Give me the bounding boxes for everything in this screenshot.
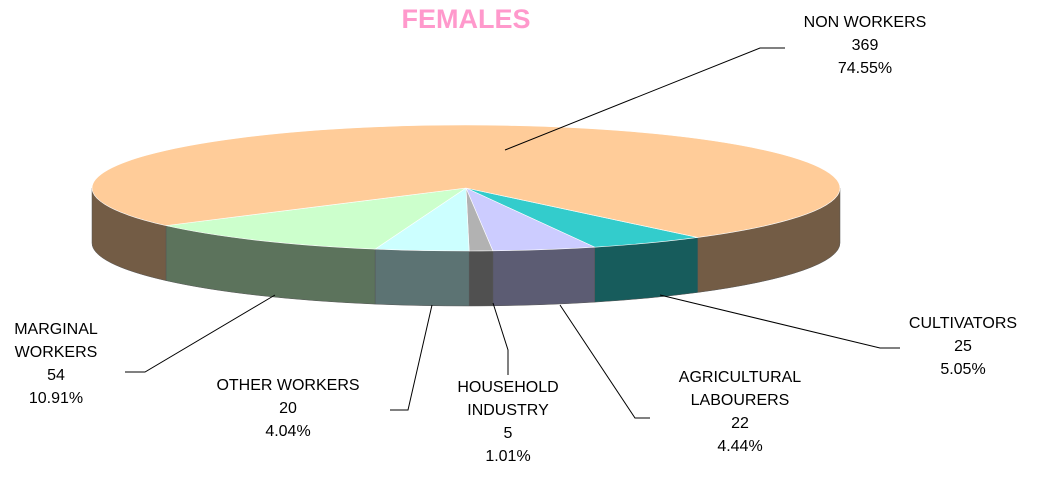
leader-line (125, 294, 276, 373)
value-label: 54 (47, 367, 65, 384)
leader-line (390, 304, 433, 411)
category-label: MARGINAL WORKERS (14, 321, 98, 361)
chart-title: FEMALES (401, 4, 531, 34)
leader-line (659, 294, 900, 349)
slice-label: CULTIVATORS 25 5.05% (883, 312, 1043, 381)
category-label: NON WORKERS (803, 14, 927, 31)
slice-label: MARGINAL WORKERS 54 10.91% (6, 318, 106, 410)
percentage-label: 5.05% (940, 361, 986, 378)
category-label: CULTIVATORS (908, 315, 1018, 332)
value-label: 22 (731, 415, 749, 432)
value-label: 20 (279, 400, 297, 417)
category-label: HOUSEHOLD INDUSTRY (457, 379, 559, 419)
category-label: AGRICULTURAL LABOURERS (678, 369, 802, 409)
slice-side (492, 246, 595, 307)
leader-line (492, 302, 509, 375)
slice-label: AGRICULTURAL LABOURERS 22 4.44% (655, 366, 825, 458)
percentage-label: 74.55% (837, 60, 893, 77)
leader-line (504, 47, 785, 151)
slice-label: OTHER WORKERS 20 4.04% (178, 374, 398, 443)
slice (91, 124, 841, 238)
slice (165, 187, 467, 250)
slice-label: HOUSEHOLD INDUSTRY 5 1.01% (438, 376, 578, 468)
value-label: 25 (954, 338, 972, 355)
percentage-label: 1.01% (485, 448, 531, 465)
slice-side (594, 237, 699, 303)
percentage-label: 10.91% (28, 390, 84, 407)
percentage-label: 4.44% (717, 438, 763, 455)
value-label: 5 (503, 425, 513, 442)
category-label: OTHER WORKERS (216, 377, 360, 394)
slice-label: NON WORKERS 369 74.55% (765, 11, 965, 80)
value-label: 369 (851, 37, 879, 54)
percentage-label: 4.04% (265, 423, 311, 440)
leader-line (559, 304, 650, 419)
slice-side (468, 250, 494, 307)
slice-side (374, 248, 470, 307)
